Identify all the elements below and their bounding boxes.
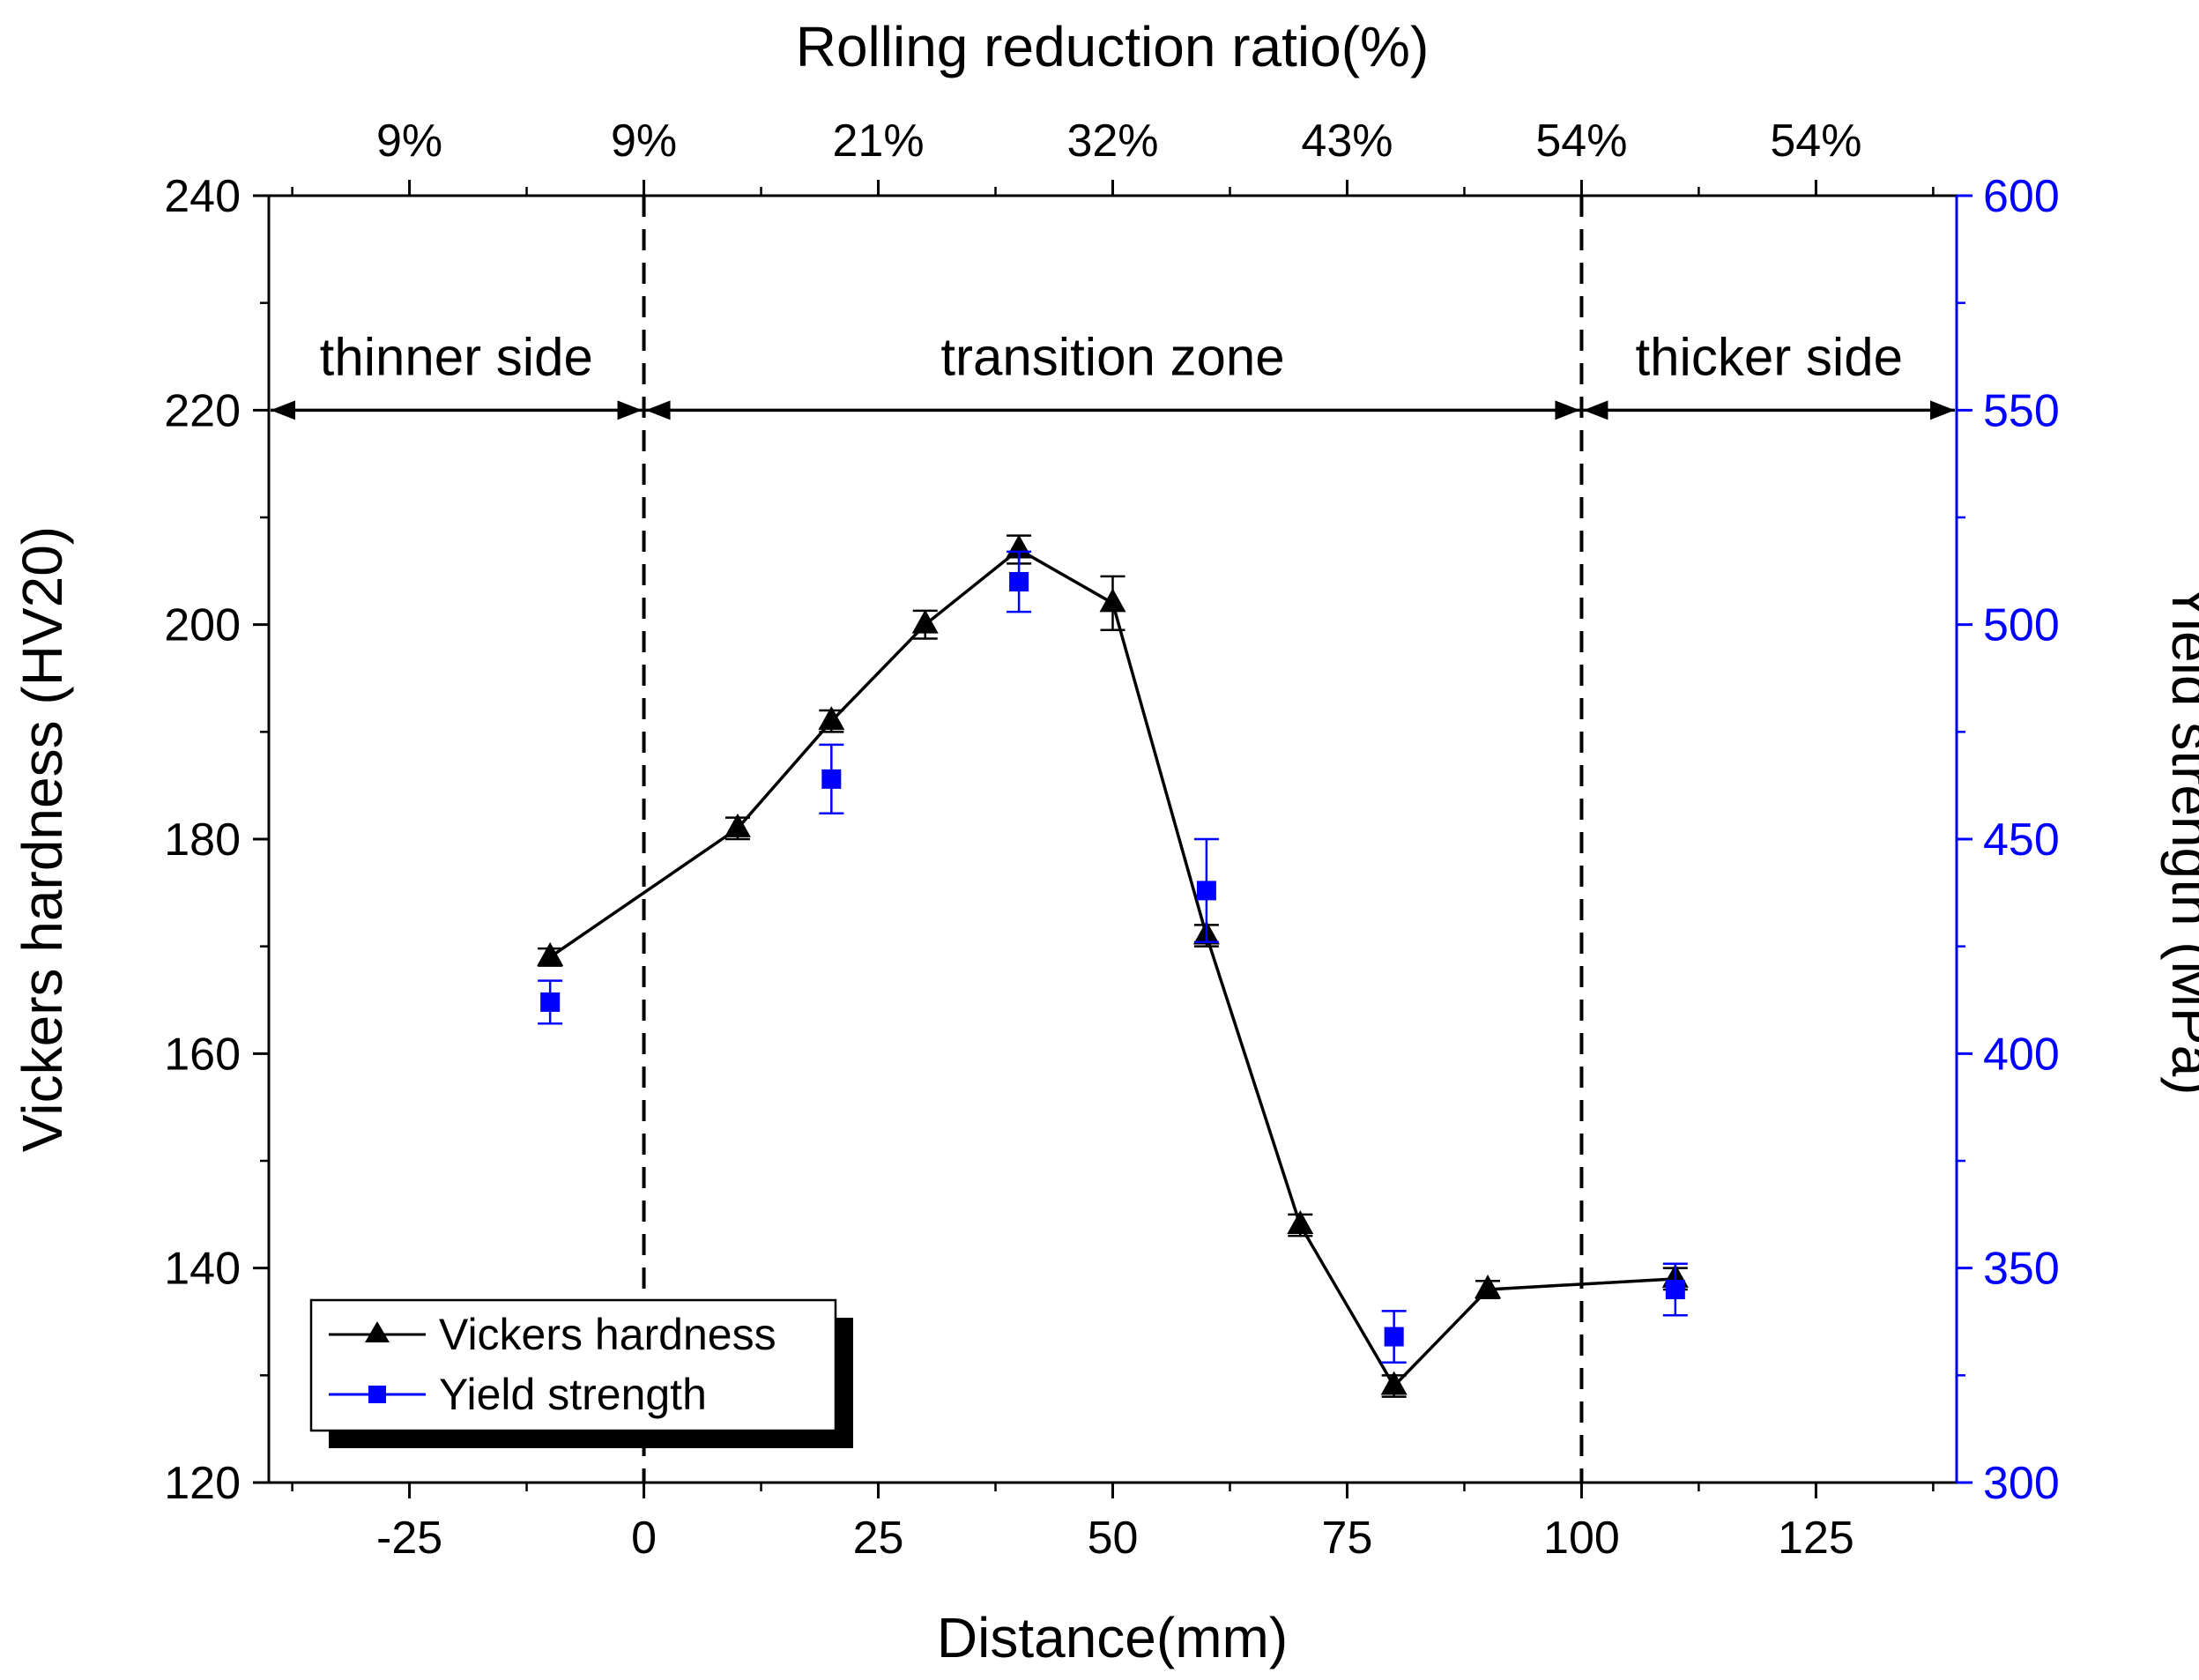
y2-tick-label: 300 xyxy=(1983,1458,2060,1509)
yield-point xyxy=(540,992,561,1012)
x-tick-label: 100 xyxy=(1543,1513,1620,1564)
y-axis-title: Vickers hardness (HV20) xyxy=(11,526,74,1152)
yield-point xyxy=(1665,1280,1685,1299)
zone-label: thicker side xyxy=(1635,327,1902,386)
hardness-point xyxy=(724,813,751,837)
y-tick-label: 240 xyxy=(164,171,241,222)
legend-yield-marker xyxy=(368,1386,386,1403)
x-tick-label: 25 xyxy=(853,1513,904,1564)
hardness-point xyxy=(1287,1210,1314,1234)
y-tick-label: 140 xyxy=(164,1244,241,1295)
hardness-point xyxy=(818,706,845,731)
zone-arrow-head xyxy=(1930,400,1955,420)
zone-arrow-head xyxy=(645,400,671,420)
x2-tick-label: 54% xyxy=(1535,115,1627,167)
x-tick-label: 125 xyxy=(1778,1513,1854,1564)
y2-tick-label: 450 xyxy=(1983,814,2060,866)
legend-item-yield: Yield strength xyxy=(329,1370,707,1419)
legend: Vickers hardness Yield strength xyxy=(309,1298,853,1448)
x2-tick-label: 9% xyxy=(376,115,442,167)
tick-layer: -25 0 25 50 75 100 125 9% 9% 21% 32% 43% 54% 54% 120 14… xyxy=(164,115,2060,1564)
yield-point xyxy=(1009,572,1029,591)
y2-tick-label: 500 xyxy=(1983,600,2060,651)
plot-area xyxy=(269,196,1957,1483)
x-tick-label: 50 xyxy=(1088,1513,1139,1564)
x-tick-label: -25 xyxy=(376,1513,442,1564)
legend-yield-label: Yield strength xyxy=(439,1370,707,1419)
zone-layer: thinner side transition zone thicker side xyxy=(271,196,1955,1483)
yield-point xyxy=(821,769,842,789)
y-tick-label: 160 xyxy=(164,1029,241,1080)
hardness-point xyxy=(537,941,564,966)
x2-axis-title: Rolling reduction ratio(%) xyxy=(796,15,1430,78)
yield-point xyxy=(1196,881,1216,901)
x2-tick-label: 43% xyxy=(1301,115,1393,167)
y2-tick-label: 350 xyxy=(1983,1244,2060,1295)
zone-arrow-head xyxy=(1555,400,1580,420)
y2-tick-label: 600 xyxy=(1983,171,2060,222)
x-tick-label: 0 xyxy=(631,1513,657,1564)
legend-hardness-marker xyxy=(365,1321,390,1342)
hardness-point xyxy=(911,609,939,634)
zone-arrow-head xyxy=(271,400,295,420)
hardness-point xyxy=(1099,588,1126,613)
x2-tick-label: 21% xyxy=(832,115,924,167)
legend-box xyxy=(309,1298,837,1432)
y-tick-label: 180 xyxy=(164,814,241,866)
y-tick-label: 120 xyxy=(164,1458,241,1509)
hardness-point xyxy=(1380,1371,1408,1395)
x2-tick-label: 32% xyxy=(1066,115,1158,167)
legend-hardness-label: Vickers hardness xyxy=(439,1310,776,1359)
y2-axis-title: Yield strength (MPa) xyxy=(2160,584,2199,1096)
y2-tick-label: 550 xyxy=(1983,385,2060,436)
hardness-point xyxy=(1475,1275,1502,1298)
yield-point xyxy=(1384,1327,1404,1347)
y-tick-label: 220 xyxy=(164,385,241,436)
x2-tick-label: 54% xyxy=(1770,115,1861,167)
legend-item-hardness: Vickers hardness xyxy=(329,1310,776,1359)
series-layer xyxy=(537,534,1689,1398)
x-tick-label: 75 xyxy=(1322,1513,1373,1564)
zone-label: transition zone xyxy=(940,327,1284,386)
x-axis-title: Distance(mm) xyxy=(937,1606,1288,1669)
zone-arrow-head xyxy=(1583,400,1608,420)
zone-arrow-head xyxy=(617,400,643,420)
zone-label: thinner side xyxy=(320,327,593,386)
x2-tick-label: 9% xyxy=(611,115,677,167)
y2-tick-label: 400 xyxy=(1983,1029,2060,1080)
y-tick-label: 200 xyxy=(164,600,241,651)
